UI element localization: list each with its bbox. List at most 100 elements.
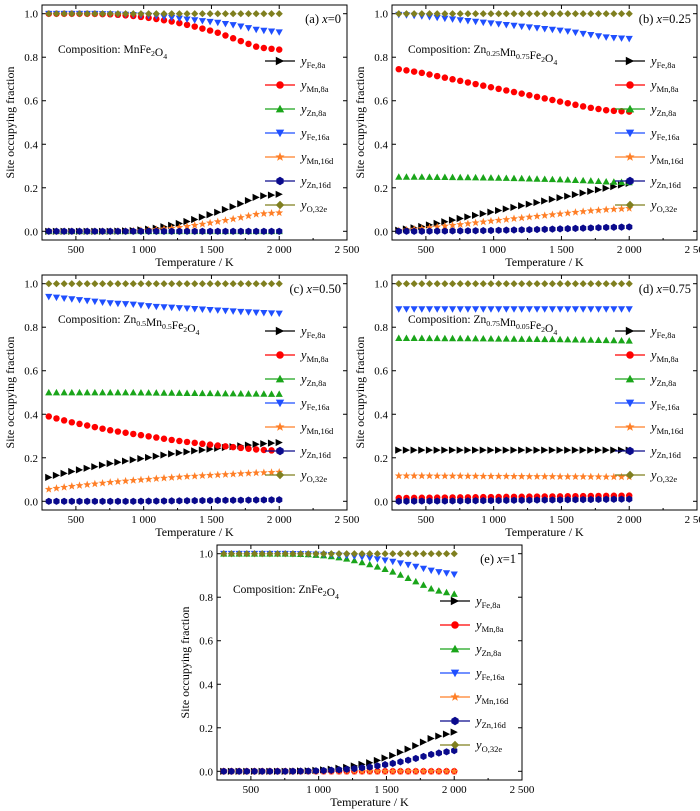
data-point: [206, 227, 214, 235]
data-point: [260, 440, 268, 448]
data-point: [579, 336, 587, 343]
data-point: [137, 302, 145, 309]
legend-label: yZn,16d: [474, 714, 507, 730]
data-point: [480, 227, 487, 235]
legend-marker: [625, 129, 635, 138]
data-point: [471, 280, 480, 288]
data-point: [443, 748, 450, 756]
series-o-32e: [45, 280, 283, 288]
data-point: [45, 388, 53, 396]
data-point: [160, 280, 168, 288]
data-point: [420, 752, 427, 761]
data-point: [221, 389, 230, 397]
data-point: [106, 388, 114, 396]
data-point: [525, 174, 533, 182]
data-point: [396, 550, 405, 558]
data-point: [433, 306, 441, 313]
data-point: [145, 433, 152, 440]
data-point: [556, 280, 564, 288]
y-tick-label: 0.2: [24, 183, 38, 195]
data-point: [228, 767, 235, 775]
data-point: [251, 767, 258, 775]
data-point: [495, 206, 503, 215]
data-point: [394, 471, 403, 480]
data-point: [450, 767, 459, 775]
data-point: [448, 16, 457, 23]
data-point: [594, 336, 603, 343]
data-point: [456, 280, 464, 288]
data-point: [220, 550, 228, 558]
data-point: [260, 309, 268, 317]
data-point: [456, 214, 464, 223]
data-point: [351, 765, 358, 773]
data-point: [626, 223, 633, 231]
data-point: [206, 10, 214, 18]
data-point: [595, 224, 602, 232]
legend-label: yMn,16d: [299, 150, 334, 166]
y-tick-label: 1.0: [374, 9, 388, 21]
data-point: [549, 496, 556, 504]
legend-marker: [450, 644, 460, 653]
data-point: [419, 738, 428, 746]
data-point: [571, 190, 580, 199]
data-point: [456, 334, 464, 342]
data-point: [541, 280, 549, 288]
data-point: [160, 473, 168, 482]
data-point: [381, 761, 389, 769]
data-point: [441, 218, 449, 226]
data-point: [571, 176, 580, 183]
data-point: [571, 280, 580, 288]
data-point: [603, 495, 610, 503]
data-point: [404, 550, 412, 558]
data-point: [327, 550, 335, 558]
data-point: [245, 40, 252, 48]
data-point: [253, 227, 260, 235]
data-point: [296, 550, 305, 558]
y-tick-label: 0.0: [199, 766, 213, 778]
series-mn-8a: [45, 413, 283, 455]
data-point: [266, 767, 273, 775]
data-point: [556, 225, 564, 233]
data-point: [137, 227, 145, 235]
data-point: [214, 227, 221, 235]
data-point: [471, 18, 480, 26]
data-point: [60, 417, 68, 424]
data-point: [121, 280, 130, 288]
data-point: [144, 475, 153, 483]
data-point: [99, 425, 106, 432]
data-point: [374, 762, 381, 770]
y-axis-label: Site occupying fraction: [353, 337, 367, 449]
data-point: [572, 224, 579, 232]
data-point: [525, 200, 533, 208]
data-point: [199, 227, 206, 235]
data-point: [595, 495, 602, 504]
data-point: [480, 497, 487, 505]
data-point: [450, 728, 458, 736]
data-point: [275, 46, 283, 53]
data-point: [175, 15, 183, 23]
data-point: [533, 496, 541, 504]
data-point: [53, 227, 60, 235]
data-point: [220, 767, 227, 775]
data-point: [587, 104, 595, 112]
data-point: [160, 14, 168, 21]
data-point: [425, 173, 434, 180]
data-point: [434, 767, 443, 775]
data-point: [235, 550, 243, 558]
data-point: [297, 767, 304, 775]
data-point: [518, 174, 526, 182]
data-point: [479, 446, 487, 454]
data-point: [373, 767, 382, 775]
data-point: [510, 203, 518, 211]
data-point: [358, 764, 366, 772]
data-point: [548, 472, 557, 480]
data-point: [533, 225, 541, 234]
x-tick-label: 1 500: [199, 244, 224, 256]
data-point: [442, 588, 451, 596]
data-point: [405, 756, 412, 764]
data-point: [402, 10, 411, 18]
data-point: [267, 439, 276, 447]
data-point: [183, 448, 191, 456]
data-point: [617, 178, 626, 185]
